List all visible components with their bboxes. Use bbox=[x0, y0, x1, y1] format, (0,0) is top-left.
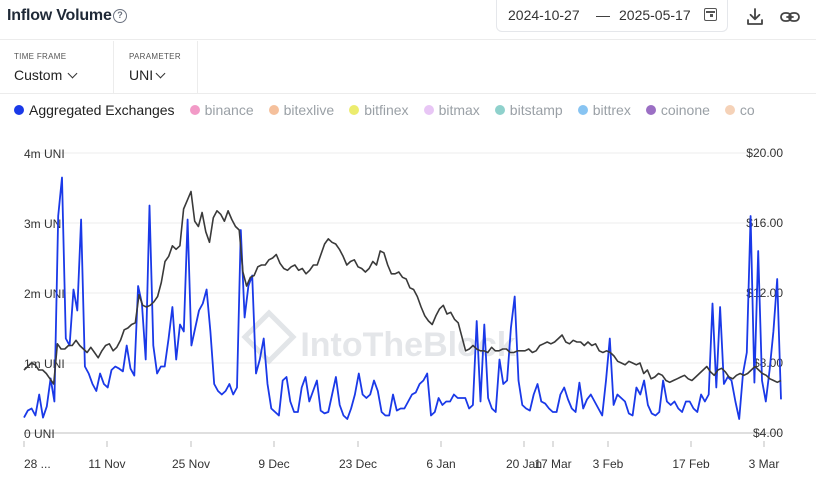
left-axis-tick-label: 2m UNI bbox=[24, 287, 65, 301]
legend-label: bitmax bbox=[438, 102, 480, 118]
x-axis-tick-label: 17 Mar bbox=[534, 457, 571, 471]
legend-dot-icon bbox=[268, 105, 279, 115]
inflow-series-line bbox=[23, 176, 782, 420]
header-bar: Inflow Volume ? 2024-10-27 — 2025-05-17 bbox=[0, 0, 816, 40]
time-frame-value-text: Custom bbox=[14, 67, 63, 83]
x-axis-tick-label: 3 Mar bbox=[749, 457, 780, 471]
legend-label: binance bbox=[204, 102, 254, 118]
legend-dot-icon bbox=[577, 105, 588, 115]
x-axis-tick-label: 28 ... bbox=[24, 457, 51, 471]
legend-label: coinone bbox=[660, 102, 710, 118]
x-axis-tick-label: 17 Feb bbox=[672, 457, 710, 471]
right-axis-tick-label: $12.00 bbox=[746, 286, 783, 300]
legend-item[interactable]: binance bbox=[189, 102, 254, 118]
legend-label: bittrex bbox=[592, 102, 631, 118]
x-axis-tick-label: 23 Dec bbox=[339, 457, 377, 471]
legend-item[interactable]: bitstamp bbox=[494, 102, 563, 118]
divider bbox=[0, 93, 816, 94]
x-axis-tick-label: 25 Nov bbox=[172, 457, 210, 471]
legend-label: Aggregated Exchanges bbox=[29, 102, 175, 118]
calendar-icon[interactable] bbox=[704, 8, 717, 21]
time-frame-select[interactable]: TIME FRAME Custom bbox=[0, 41, 114, 93]
date-separator: — bbox=[596, 7, 610, 23]
x-axis-tick-label: 6 Jan bbox=[426, 457, 455, 471]
legend-dot-icon bbox=[645, 105, 656, 115]
page-title: Inflow Volume bbox=[7, 7, 112, 24]
legend-item[interactable]: bitfinex bbox=[349, 102, 409, 118]
legend-item[interactable]: bitmax bbox=[423, 102, 480, 118]
legend-label: bitfinex bbox=[364, 102, 409, 118]
legend-label: bitexlive bbox=[283, 102, 335, 118]
download-icon[interactable] bbox=[744, 6, 766, 28]
parameter-select[interactable]: PARAMETER UNI bbox=[114, 41, 198, 93]
x-axis-tick-label: 11 Nov bbox=[88, 457, 125, 471]
time-frame-value[interactable]: Custom bbox=[14, 67, 78, 83]
legend-dot-icon bbox=[494, 105, 505, 115]
legend-label: co bbox=[739, 102, 755, 118]
chevron-down-icon bbox=[155, 68, 166, 79]
x-axis-tick-label: 3 Feb bbox=[593, 457, 624, 471]
parameter-value-text: UNI bbox=[129, 67, 154, 83]
legend-item[interactable]: bitexlive bbox=[268, 102, 335, 118]
date-start[interactable]: 2024-10-27 bbox=[508, 7, 580, 23]
parameter-value[interactable]: UNI bbox=[129, 67, 166, 83]
legend-item[interactable]: Aggregated Exchanges bbox=[14, 102, 175, 118]
legend-item[interactable]: bittrex bbox=[577, 102, 631, 118]
legend-dot-icon bbox=[14, 105, 24, 115]
left-axis-tick-label: 0 UNI bbox=[24, 427, 55, 441]
legend-label: bitstamp bbox=[509, 102, 563, 118]
legend-item[interactable]: co bbox=[724, 102, 755, 118]
left-axis-tick-label: 3m UNI bbox=[24, 217, 65, 231]
legend-item[interactable]: coinone bbox=[645, 102, 710, 118]
right-axis-tick-label: $16.00 bbox=[746, 216, 783, 230]
price-series-line bbox=[23, 190, 782, 385]
parameter-label: PARAMETER bbox=[129, 52, 181, 61]
x-axis-tick-label: 20 Jan bbox=[506, 457, 542, 471]
right-axis-tick-label: $4.00 bbox=[753, 426, 783, 440]
help-icon[interactable]: ? bbox=[113, 9, 127, 23]
legend-dot-icon bbox=[724, 105, 735, 115]
chart-legend: Aggregated Exchanges binance bitexlive bitf… bbox=[14, 102, 794, 122]
date-end[interactable]: 2025-05-17 bbox=[619, 7, 691, 23]
x-axis-tick-label: 9 Dec bbox=[258, 457, 289, 471]
legend-fade bbox=[770, 100, 800, 124]
date-range-picker[interactable]: 2024-10-27 — 2025-05-17 bbox=[496, 0, 728, 32]
left-axis-tick-label: 4m UNI bbox=[24, 147, 65, 161]
watermark-text: IntoTheBlock bbox=[300, 326, 515, 364]
link-icon[interactable] bbox=[779, 6, 801, 28]
right-axis-tick-label: $20.00 bbox=[746, 146, 783, 160]
watermark-logo-icon bbox=[241, 309, 297, 365]
chevron-down-icon bbox=[67, 68, 78, 79]
legend-dot-icon bbox=[423, 105, 434, 115]
time-frame-label: TIME FRAME bbox=[14, 52, 67, 61]
legend-dot-icon bbox=[189, 105, 200, 115]
legend-dot-icon bbox=[349, 105, 360, 115]
